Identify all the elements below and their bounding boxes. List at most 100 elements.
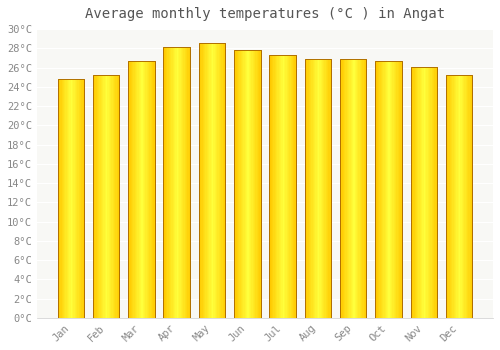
Bar (306, 59, 308, 318)
Bar (254, 50, 255, 318)
Bar (414, 66, 416, 318)
Bar (59, 79, 60, 318)
Bar (270, 55, 296, 318)
Bar (424, 66, 425, 318)
Bar (204, 43, 206, 318)
Bar (340, 59, 342, 318)
Bar (128, 61, 154, 318)
Bar (280, 55, 281, 318)
Bar (380, 61, 382, 318)
Bar (252, 50, 254, 318)
Bar (471, 75, 472, 318)
Bar (272, 55, 274, 318)
Bar (432, 66, 433, 318)
Bar (182, 47, 184, 318)
Bar (327, 59, 328, 318)
Bar (462, 75, 463, 318)
Bar (108, 75, 110, 318)
Bar (436, 66, 437, 318)
Bar (259, 50, 260, 318)
Bar (422, 66, 424, 318)
Bar (353, 59, 354, 318)
Bar (360, 59, 361, 318)
Bar (270, 55, 296, 318)
Bar (361, 59, 362, 318)
Bar (344, 59, 345, 318)
Bar (416, 66, 417, 318)
Bar (292, 55, 293, 318)
Bar (433, 66, 434, 318)
Bar (67, 79, 68, 318)
Bar (463, 75, 464, 318)
Bar (286, 55, 288, 318)
Bar (350, 59, 352, 318)
Bar (467, 75, 468, 318)
Bar (349, 59, 350, 318)
Bar (58, 79, 59, 318)
Bar (399, 61, 400, 318)
Bar (278, 55, 280, 318)
Bar (60, 79, 62, 318)
Bar (304, 59, 331, 318)
Bar (284, 55, 285, 318)
Bar (458, 75, 459, 318)
Bar (98, 75, 100, 318)
Bar (394, 61, 395, 318)
Bar (180, 47, 182, 318)
Bar (135, 61, 136, 318)
Bar (470, 75, 471, 318)
Bar (375, 61, 402, 318)
Bar (398, 61, 399, 318)
Bar (105, 75, 106, 318)
Bar (390, 61, 391, 318)
Bar (200, 43, 202, 318)
Bar (382, 61, 383, 318)
Bar (164, 47, 190, 318)
Bar (170, 47, 172, 318)
Bar (142, 61, 144, 318)
Bar (304, 59, 331, 318)
Bar (328, 59, 330, 318)
Bar (376, 61, 378, 318)
Bar (236, 50, 238, 318)
Bar (410, 66, 437, 318)
Bar (216, 43, 218, 318)
Bar (395, 61, 396, 318)
Bar (308, 59, 310, 318)
Bar (345, 59, 346, 318)
Bar (75, 79, 76, 318)
Bar (288, 55, 289, 318)
Bar (168, 47, 170, 318)
Bar (240, 50, 242, 318)
Bar (322, 59, 323, 318)
Bar (459, 75, 460, 318)
Bar (276, 55, 278, 318)
Bar (101, 75, 102, 318)
Bar (102, 75, 104, 318)
Bar (72, 79, 74, 318)
Bar (364, 59, 365, 318)
Bar (93, 75, 94, 318)
Bar (255, 50, 256, 318)
Bar (250, 50, 252, 318)
Bar (315, 59, 316, 318)
Bar (383, 61, 384, 318)
Bar (294, 55, 296, 318)
Bar (456, 75, 458, 318)
Bar (184, 47, 186, 318)
Bar (386, 61, 387, 318)
Bar (172, 47, 174, 318)
Bar (346, 59, 348, 318)
Bar (152, 61, 154, 318)
Bar (426, 66, 428, 318)
Bar (340, 59, 366, 318)
Bar (446, 75, 472, 318)
Bar (176, 47, 178, 318)
Bar (356, 59, 357, 318)
Bar (460, 75, 462, 318)
Bar (96, 75, 97, 318)
Bar (410, 66, 437, 318)
Bar (270, 55, 272, 318)
Bar (314, 59, 315, 318)
Bar (212, 43, 214, 318)
